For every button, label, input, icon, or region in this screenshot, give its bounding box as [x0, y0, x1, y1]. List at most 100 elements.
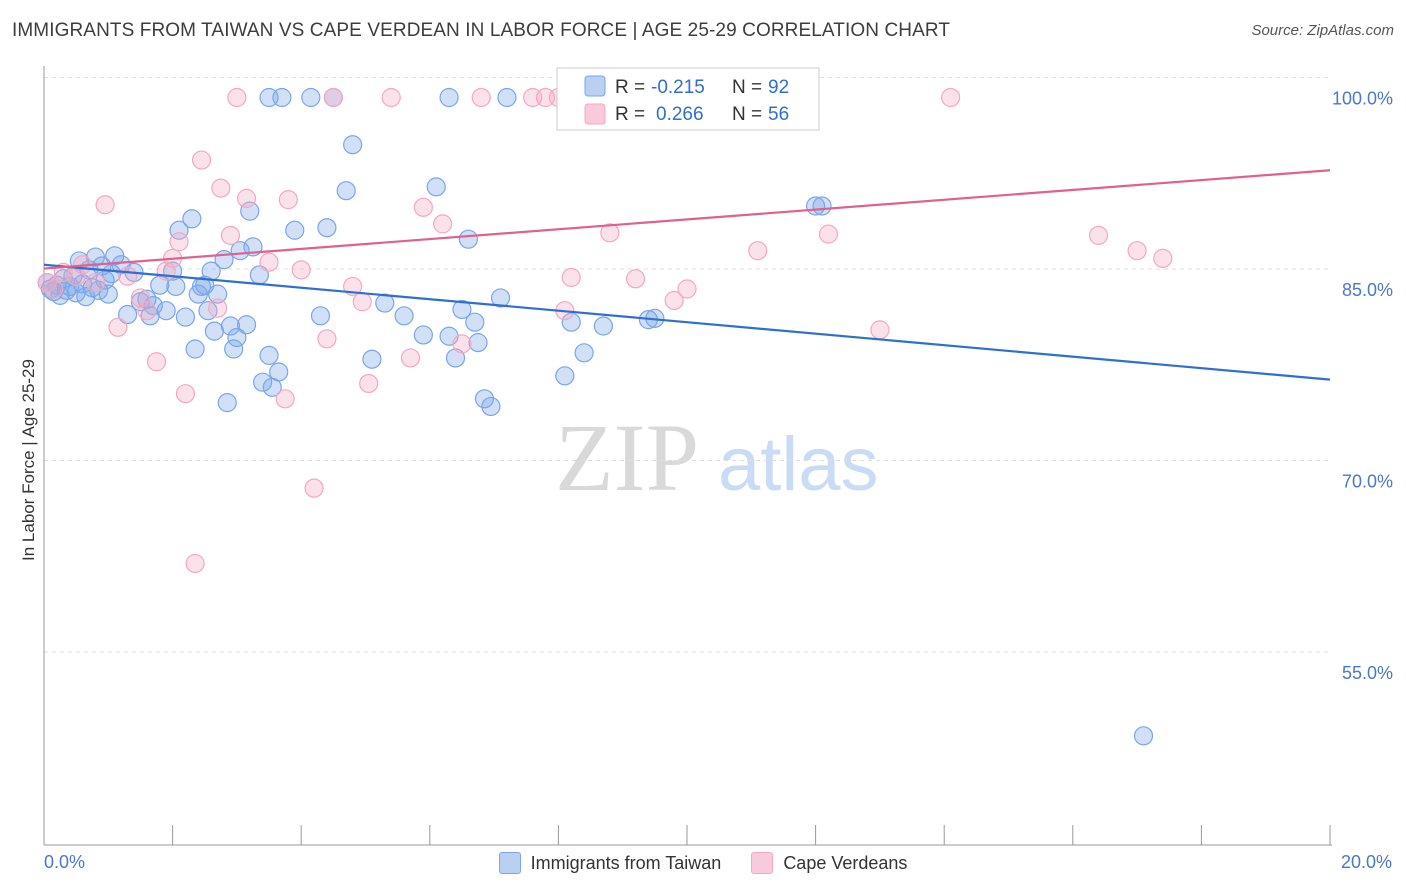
- x-tick-label-max: 20.0%: [1341, 852, 1392, 872]
- point-cape-verdean: [323, 87, 343, 108]
- point-cape-verdean: [137, 301, 157, 321]
- watermark-zip: ZIP: [555, 404, 699, 511]
- legend-n-cape-verdean: 56: [768, 104, 789, 125]
- point-cape-verdean: [677, 279, 697, 299]
- point-taiwan: [227, 327, 247, 348]
- point-cape-verdean: [44, 279, 64, 299]
- point-cape-verdean: [185, 553, 205, 574]
- gridlines: 100.0% 85.0% 70.0% 55.0%: [44, 77, 1393, 683]
- point-taiwan: [220, 316, 241, 336]
- point-taiwan: [175, 307, 196, 327]
- point-taiwan: [285, 220, 305, 240]
- point-taiwan: [191, 276, 212, 297]
- point-taiwan: [156, 301, 176, 321]
- point-cape-verdean: [870, 320, 890, 340]
- point-cape-verdean: [413, 197, 433, 217]
- point-taiwan: [140, 306, 160, 326]
- point-cape-verdean: [117, 266, 138, 286]
- legend-swatch-cape-verdean: [584, 103, 606, 125]
- source-label: Source: ZipAtlas.com: [1251, 22, 1394, 39]
- point-taiwan: [474, 389, 495, 409]
- point-cape-verdean: [291, 260, 311, 280]
- legend-n-label-taiwan: N =: [732, 77, 762, 98]
- bottom-legend-swatch-cape-verdean: [751, 852, 774, 874]
- point-cape-verdean: [941, 87, 961, 108]
- point-taiwan: [394, 306, 414, 326]
- point-cape-verdean: [359, 373, 379, 394]
- point-taiwan: [593, 316, 614, 336]
- point-cape-verdean: [108, 317, 128, 337]
- legend-n-taiwan: 92: [768, 77, 789, 98]
- point-cape-verdean: [1153, 248, 1173, 268]
- point-cape-verdean: [625, 269, 646, 289]
- point-cape-verdean: [561, 267, 581, 288]
- top-legend: R = -0.215 N = 92 R = 0.266 N = 56: [556, 67, 820, 131]
- point-cape-verdean: [227, 87, 247, 108]
- point-taiwan: [301, 87, 321, 108]
- point-taiwan: [812, 196, 832, 216]
- point-taiwan: [236, 315, 257, 335]
- point-cape-verdean: [236, 188, 257, 208]
- point-cape-verdean: [400, 348, 421, 368]
- x-tick-label-min: 0.0%: [44, 852, 85, 872]
- point-taiwan: [259, 345, 279, 365]
- point-taiwan: [169, 220, 189, 240]
- point-taiwan: [230, 241, 250, 261]
- point-cape-verdean: [85, 273, 106, 293]
- legend-r-taiwan: -0.215: [651, 77, 705, 98]
- point-cape-verdean: [175, 384, 196, 404]
- point-taiwan: [452, 299, 472, 320]
- point-cape-verdean: [381, 87, 401, 108]
- point-taiwan: [468, 333, 488, 353]
- point-taiwan: [497, 87, 517, 108]
- legend-r-cape-verdean: 0.266: [656, 104, 704, 125]
- point-taiwan: [240, 201, 260, 221]
- y-tick-label: 100.0%: [1332, 89, 1393, 109]
- point-taiwan: [76, 287, 96, 307]
- point-taiwan: [204, 321, 224, 341]
- point-taiwan: [166, 276, 186, 297]
- point-cape-verdean: [317, 329, 337, 349]
- legend-r-label-cape-verdean: R =: [615, 104, 645, 125]
- point-cape-verdean: [208, 298, 228, 318]
- point-taiwan: [481, 396, 501, 417]
- point-cape-verdean: [664, 290, 684, 311]
- point-cape-verdean: [259, 252, 279, 272]
- point-cape-verdean: [220, 225, 241, 245]
- point-taiwan: [465, 312, 485, 332]
- bottom-legend-label-taiwan: Immigrants from Taiwan: [530, 852, 722, 873]
- bottom-legend: Immigrants from Taiwan Cape Verdeans: [0, 852, 1406, 874]
- point-cape-verdean: [275, 389, 295, 409]
- axes: [43, 66, 1332, 846]
- point-cape-verdean: [1127, 241, 1147, 261]
- point-taiwan: [561, 312, 581, 332]
- point-taiwan: [375, 293, 395, 313]
- point-taiwan: [362, 349, 382, 369]
- point-cape-verdean: [169, 232, 189, 252]
- point-taiwan: [439, 87, 459, 108]
- point-taiwan: [98, 284, 118, 304]
- point-cape-verdean: [191, 150, 212, 170]
- chart-title: IMMIGRANTS FROM TAIWAN VS CAPE VERDEAN I…: [12, 20, 951, 41]
- point-cape-verdean: [211, 178, 231, 198]
- point-cape-verdean: [452, 334, 472, 354]
- point-taiwan: [343, 135, 363, 155]
- y-axis-title: In Labor Force | Age 25-29: [19, 359, 38, 561]
- point-taiwan: [458, 229, 478, 249]
- legend-r-label-taiwan: R =: [615, 77, 645, 98]
- y-tick-label: 55.0%: [1342, 663, 1393, 683]
- point-taiwan: [574, 343, 594, 363]
- point-cape-verdean: [352, 292, 372, 312]
- point-cape-verdean: [471, 87, 491, 108]
- point-taiwan: [253, 372, 273, 392]
- point-taiwan: [445, 348, 466, 368]
- point-taiwan: [185, 339, 205, 359]
- point-taiwan: [317, 218, 337, 238]
- y-tick-label: 85.0%: [1342, 280, 1393, 300]
- point-taiwan: [413, 325, 433, 345]
- point-cape-verdean: [146, 352, 167, 372]
- point-taiwan: [426, 177, 446, 197]
- point-cape-verdean: [95, 195, 115, 215]
- point-taiwan: [490, 288, 511, 308]
